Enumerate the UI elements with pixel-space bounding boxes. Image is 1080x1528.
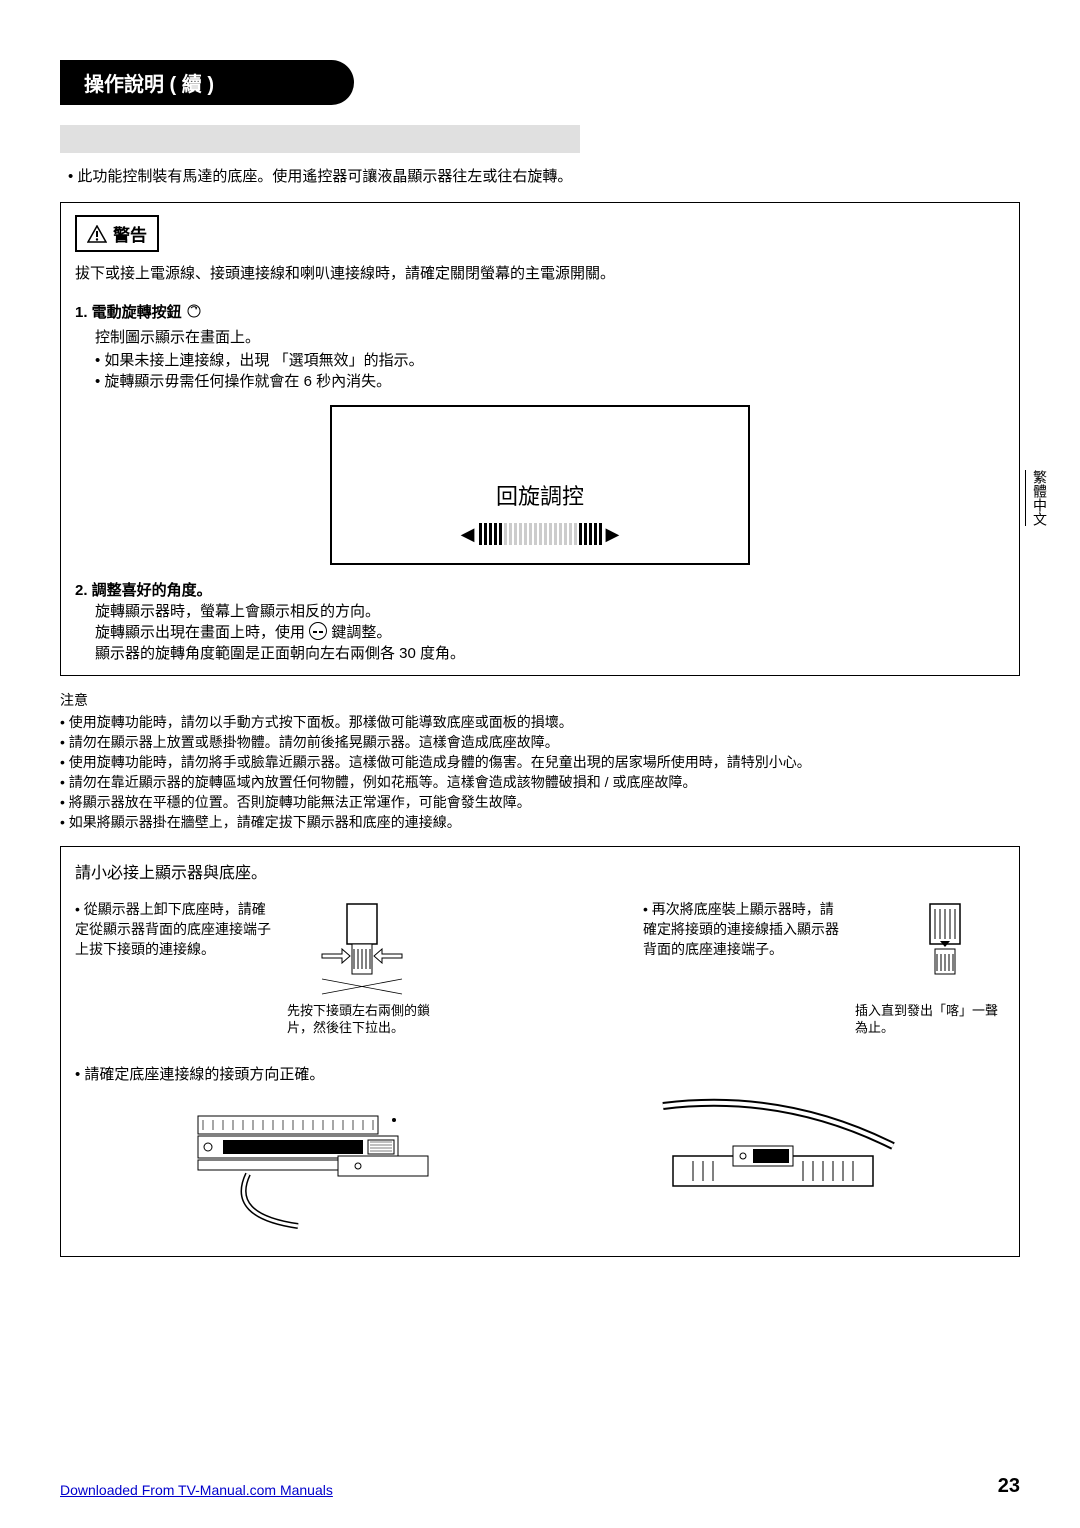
connector-diagram-left (168, 1096, 448, 1236)
step2-title: 2. 調整喜好的角度。 (75, 579, 1005, 600)
connect-box: 請小必接上顯示器與底座。 從顯示器上卸下底座時，請確定從顯示器背面的底座連接端子… (60, 846, 1020, 1257)
rotate-icon (186, 304, 202, 321)
connect-row: 從顯示器上卸下底座時，請確定從顯示器背面的底座連接端子上拔下接頭的連接線。 先按… (75, 899, 1005, 1039)
notice-title: 注意 (60, 690, 1020, 710)
connect-left-caption: 先按下接頭左右兩側的鎖片，然後往下拉出。 (287, 1003, 437, 1037)
notice-item: 將顯示器放在平穩的位置。否則旋轉功能無法正常運作，可能會發生故障。 (60, 792, 1020, 812)
osd-preview: 回旋調控 ◀ ▶ (330, 405, 750, 565)
connect-row2: 請確定底座連接線的接頭方向正確。 (75, 1063, 1005, 1236)
step2: 2. 調整喜好的角度。 旋轉顯示器時，螢幕上會顯示相反的方向。 旋轉顯示出現在畫… (75, 579, 1005, 663)
connect-right-figure: 插入直到發出「喀」一聲為止。 (855, 899, 1005, 1039)
step2-line2: 旋轉顯示出現在畫面上時，使用 鍵調整。 (95, 621, 1005, 642)
warning-icon (87, 225, 107, 243)
page-footer: Downloaded From TV-Manual.com Manuals 23 (60, 1475, 1020, 1498)
connect-right: 再次將底座裝上顯示器時，請確定將接頭的連接線插入顯示器背面的底座連接端子。 插入… (643, 899, 1005, 1039)
connect-right-caption: 插入直到發出「喀」一聲為止。 (855, 1003, 1005, 1037)
language-tab: 繁體中文 (1025, 470, 1050, 526)
connect-left: 從顯示器上卸下底座時，請確定從顯示器背面的底座連接端子上拔下接頭的連接線。 先按… (75, 899, 437, 1039)
notice-item: 如果將顯示器掛在牆壁上，請確定拔下顯示器和底座的連接線。 (60, 812, 1020, 832)
step2-line3: 顯示器的旋轉角度範圍是正面朝向左右兩側各 30 度角。 (95, 642, 1005, 663)
connect-row2-text: 請確定底座連接線的接頭方向正確。 (75, 1063, 1005, 1084)
slider-bars (479, 523, 602, 545)
step2-line1: 旋轉顯示器時，螢幕上會顯示相反的方向。 (95, 600, 1005, 621)
subsection-strip (60, 125, 580, 153)
osd-label: 回旋調控 (496, 479, 584, 511)
direction-key-icon (309, 622, 327, 640)
notice-block: 注意 使用旋轉功能時，請勿以手動方式按下面板。那樣做可能導致底座或面板的損壞。 … (60, 690, 1020, 832)
section-title: 操作說明 ( 續 ) (60, 60, 354, 105)
notice-list: 使用旋轉功能時，請勿以手動方式按下面板。那樣做可能導致底座或面板的損壞。 請勿在… (60, 712, 1020, 832)
page-number: 23 (998, 1475, 1020, 1498)
notice-item: 請勿在顯示器上放置或懸掛物體。請勿前後搖晃顯示器。這樣會造成底座故障。 (60, 732, 1020, 752)
warning-desc: 拔下或接上電源線、接頭連接線和喇叭連接線時，請確定關閉螢幕的主電源開關。 (75, 262, 1005, 283)
slider-right-icon: ▶ (606, 524, 620, 545)
step1-line1: 控制圖示顯示在畫面上。 (95, 326, 1005, 347)
notice-item: 使用旋轉功能時，請勿將手或臉靠近顯示器。這樣做可能造成身體的傷害。在兒童出現的居… (60, 752, 1020, 772)
notice-item: 請勿在靠近顯示器的旋轉區域內放置任何物體，例如花瓶等。這樣會造成該物體破損和 /… (60, 772, 1020, 792)
connect-left-figure: 先按下接頭左右兩側的鎖片，然後往下拉出。 (287, 899, 437, 1039)
step1-body: 控制圖示顯示在畫面上。 如果未接上連接線，出現 「選項無效」的指示。 旋轉顯示毋… (95, 326, 1005, 391)
warning-label: 警告 (113, 221, 147, 246)
step1-title: 1. 電動旋轉按鈕 (75, 301, 1005, 322)
warning-badge: 警告 (75, 215, 159, 252)
slider-left-icon: ◀ (461, 524, 475, 545)
connector-diagrams (75, 1096, 1005, 1236)
connector-diagram-right (633, 1096, 913, 1236)
notice-item: 使用旋轉功能時，請勿以手動方式按下面板。那樣做可能導致底座或面板的損壞。 (60, 712, 1020, 732)
connect-title: 請小必接上顯示器與底座。 (75, 859, 1005, 883)
osd-slider: ◀ ▶ (461, 523, 620, 545)
step1-bullet1: 如果未接上連接線，出現 「選項無效」的指示。 (95, 349, 1005, 370)
main-box: 警告 拔下或接上電源線、接頭連接線和喇叭連接線時，請確定關閉螢幕的主電源開關。 … (60, 202, 1020, 676)
connect-left-text: 從顯示器上卸下底座時，請確定從顯示器背面的底座連接端子上拔下接頭的連接線。 (75, 899, 275, 1039)
download-link[interactable]: Downloaded From TV-Manual.com Manuals (60, 1482, 333, 1498)
step1-bullet2: 旋轉顯示毋需任何操作就會在 6 秒內消失。 (95, 370, 1005, 391)
connect-right-text: 再次將底座裝上顯示器時，請確定將接頭的連接線插入顯示器背面的底座連接端子。 (643, 899, 843, 1039)
intro-text: • 此功能控制裝有馬達的底座。使用遙控器可讓液晶顯示器往左或往右旋轉。 (68, 165, 1020, 186)
